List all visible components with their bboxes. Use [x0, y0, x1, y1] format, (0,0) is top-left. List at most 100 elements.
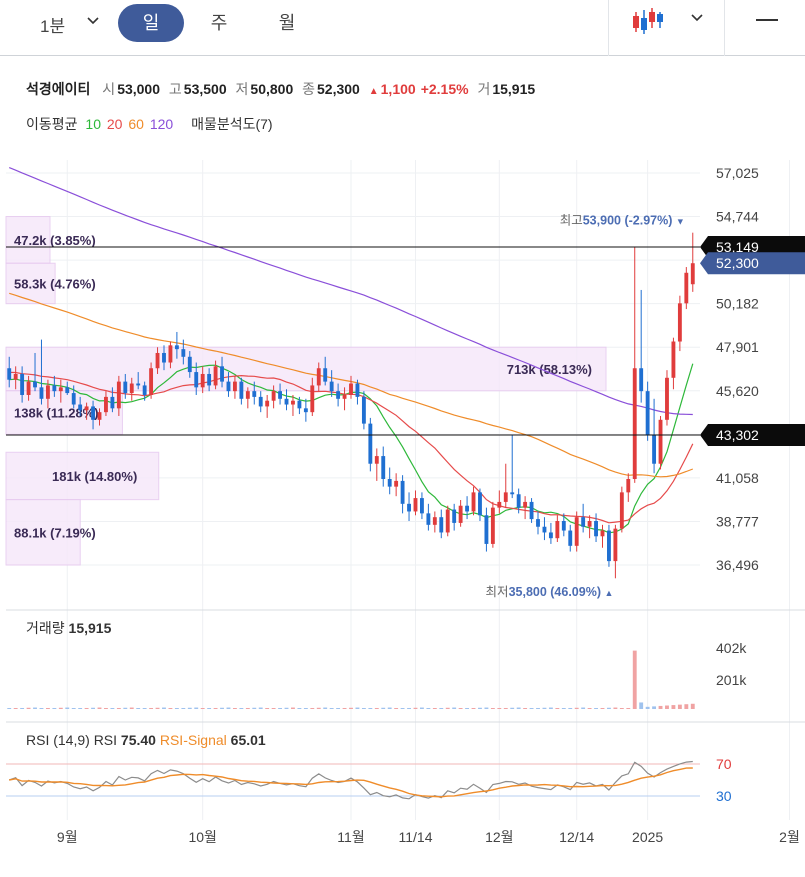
- volume-bar: [645, 706, 650, 709]
- candle-body: [413, 498, 418, 512]
- volume-bar: [7, 708, 12, 709]
- change-up-arrow: ▲: [368, 86, 379, 97]
- volume-profile-bar: [5, 262, 56, 305]
- candle-body: [478, 492, 482, 516]
- volume-bar: [574, 707, 579, 709]
- candle-body: [613, 528, 618, 562]
- volume-bar: [426, 708, 431, 709]
- volume-bar: [142, 708, 147, 709]
- volume-bar: [594, 708, 598, 709]
- volume-bar: [168, 708, 173, 709]
- volume-bar: [548, 707, 553, 709]
- volume-bar: [361, 708, 366, 709]
- candle-body: [420, 498, 424, 514]
- candle-body: [284, 398, 289, 405]
- volume-label: 거: [477, 81, 491, 97]
- volume-bar: [639, 702, 644, 709]
- price-axis-tick: 41,058: [716, 470, 759, 486]
- candle-body: [97, 412, 102, 420]
- volume-bar: [129, 707, 134, 709]
- candle-body: [594, 521, 598, 537]
- volume-bar: [478, 707, 482, 709]
- stock-chart[interactable]: 47.2k (3.85%) 58.3k (4.76%) 713k (58.13%) 1…: [0, 150, 805, 877]
- candle-body: [110, 396, 115, 409]
- volume-profile-legend[interactable]: 매물분석도(7): [191, 116, 273, 132]
- change-percent: +2.15%: [420, 81, 469, 97]
- chevron-down-icon[interactable]: [86, 14, 100, 28]
- volume-bar: [194, 707, 199, 709]
- volume-bar: [529, 708, 534, 709]
- tab-day[interactable]: 일: [118, 4, 184, 42]
- price-tag-label: 43,302: [716, 427, 759, 443]
- volume-bar: [97, 707, 102, 709]
- tab-month[interactable]: 월: [278, 13, 296, 33]
- candle-body: [394, 480, 399, 487]
- price-tag: [700, 252, 805, 275]
- candle-body: [349, 383, 353, 395]
- candle-body: [162, 352, 166, 363]
- volume-bar: [26, 707, 31, 709]
- candle-body: [258, 396, 263, 407]
- chart-type-chevron-icon[interactable]: [690, 11, 704, 25]
- volume-bar: [329, 708, 334, 709]
- volume-bar: [626, 708, 631, 709]
- candle-body: [490, 507, 495, 544]
- candle-body: [607, 530, 611, 562]
- toolbar-divider: [724, 0, 725, 56]
- candle-body: [523, 501, 528, 508]
- candle-body: [149, 368, 154, 395]
- volume-bar: [407, 707, 411, 709]
- candle-body: [529, 501, 534, 520]
- candle-body: [291, 400, 295, 405]
- candle-body: [245, 391, 250, 399]
- candle-body: [84, 406, 89, 411]
- candle-body: [497, 501, 502, 508]
- tab-week[interactable]: 주: [210, 13, 228, 33]
- x-axis-label: 12월: [485, 829, 513, 845]
- volume-bar: [536, 707, 540, 709]
- volume-bar: [84, 707, 89, 709]
- volume-bar: [652, 706, 657, 709]
- volume-axis-tick: 402k: [716, 640, 747, 656]
- candle-body: [271, 391, 276, 401]
- moving-average-legend[interactable]: 이동평균 10 20 60 120 매물분석도(7): [26, 114, 277, 134]
- volume-bar: [497, 708, 502, 709]
- candle-body: [278, 391, 282, 399]
- volume-profile-bar: [5, 451, 160, 501]
- candle-body: [104, 396, 108, 413]
- candle-body: [471, 492, 476, 512]
- low-value: 50,800: [250, 81, 294, 97]
- volume-bar: [368, 708, 373, 709]
- high-label: 고: [168, 81, 182, 97]
- volume-profile-label: 181k (14.80%): [52, 469, 137, 484]
- ma-60-label: 60: [128, 116, 144, 132]
- volume-bar: [503, 707, 508, 709]
- volume-bar: [542, 707, 547, 709]
- candle-body: [232, 381, 237, 392]
- menu-icon[interactable]: [756, 19, 778, 21]
- candle-body: [407, 503, 411, 512]
- volume-bar: [162, 707, 166, 709]
- price-axis-tick: 38,777: [716, 513, 759, 529]
- interval-select[interactable]: 1분: [40, 17, 66, 36]
- candle-body: [136, 383, 141, 386]
- volume-bar: [65, 707, 70, 709]
- volume-bar: [258, 707, 263, 709]
- candlestick-chart-icon[interactable]: [630, 6, 666, 36]
- volume-bar: [39, 708, 44, 709]
- volume-bar: [207, 708, 212, 709]
- volume-bar: [387, 707, 392, 709]
- volume-bar: [568, 707, 573, 709]
- volume-bar: [471, 707, 476, 709]
- volume-bar: [213, 707, 218, 709]
- volume-bar: [439, 707, 444, 709]
- rsi-level-30: 30: [716, 788, 732, 804]
- rsi-signal-line: [9, 767, 693, 798]
- volume-bar: [677, 704, 682, 709]
- volume-bar: [587, 708, 592, 709]
- candle-body: [658, 419, 663, 464]
- price-axis-tick: 45,620: [716, 383, 759, 399]
- volume-bar: [420, 707, 424, 709]
- candle-body: [652, 435, 657, 464]
- volume-bar: [33, 707, 37, 709]
